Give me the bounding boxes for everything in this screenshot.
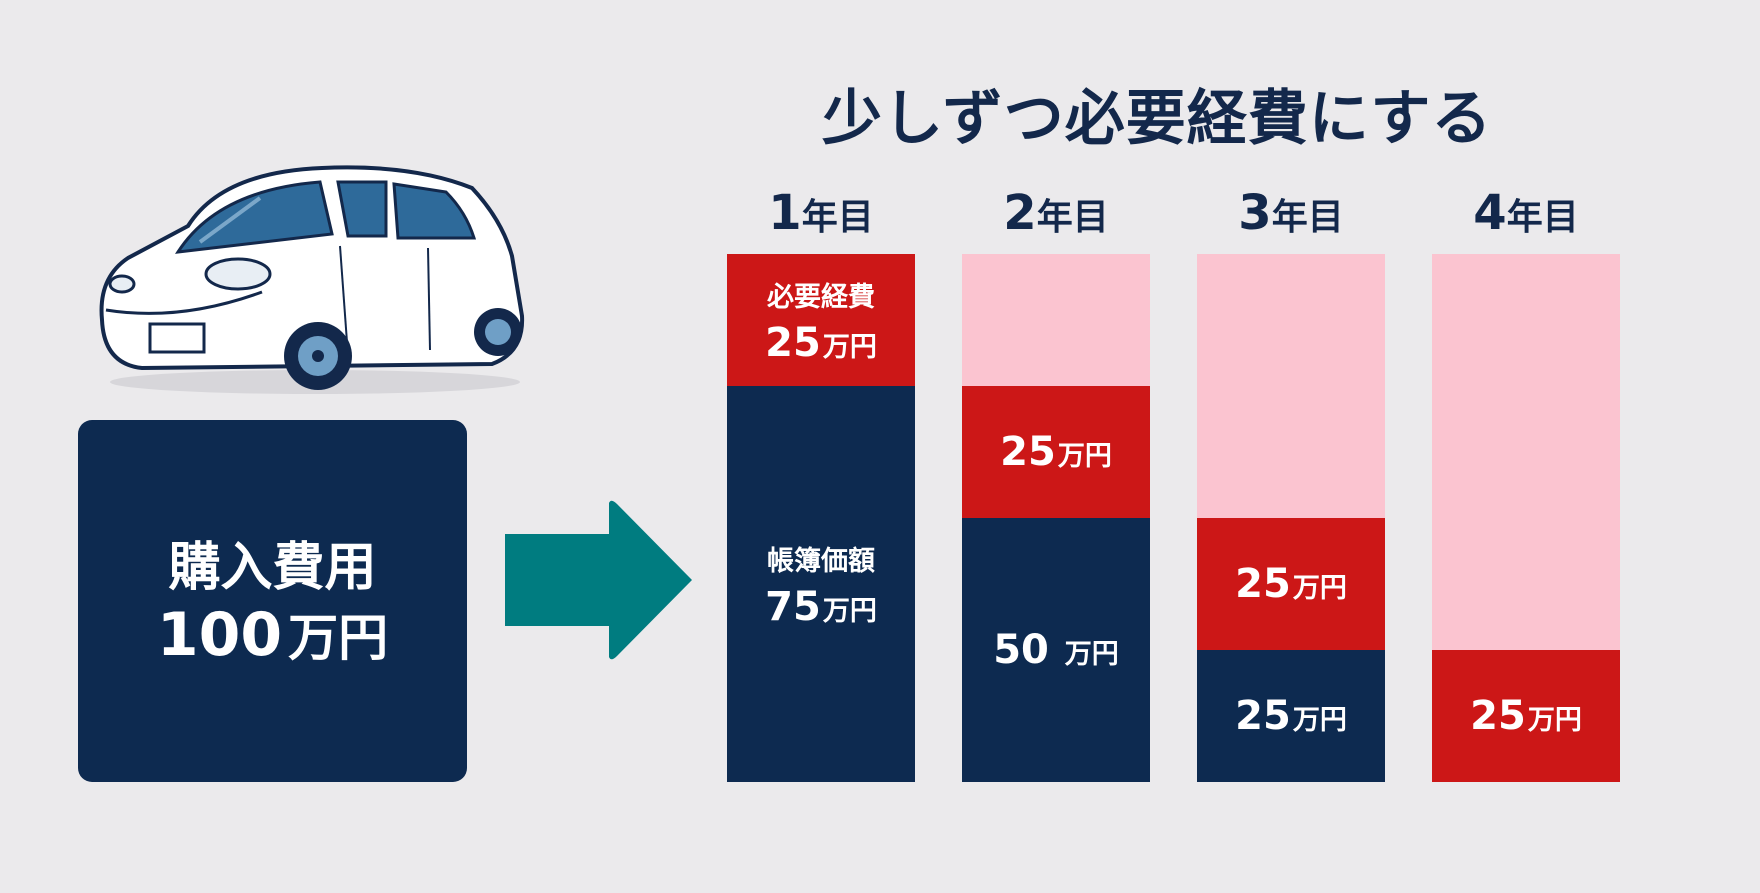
segment-value-label: 75万円 — [765, 584, 877, 630]
year-suffix: 年目 — [1036, 197, 1109, 238]
segment-unit: 万円 — [822, 331, 877, 363]
expense-segment: 25万円 — [1432, 650, 1620, 782]
segment-amount: 25 — [1235, 561, 1291, 607]
year-number: 1 — [768, 185, 802, 241]
segment-amount: 50 — [993, 627, 1063, 673]
expensed-remainder-segment — [962, 254, 1150, 386]
segment-caption: 必要経費 — [767, 281, 875, 313]
segment-unit: 万円 — [1527, 705, 1582, 736]
segment-amount: 25 — [1235, 693, 1291, 739]
purchase-cost-unit: 万円 — [288, 609, 389, 667]
year-label-2: 2年目 — [962, 185, 1150, 241]
year-label-4: 4年目 — [1432, 185, 1620, 241]
car-icon — [99, 165, 525, 394]
book-value-segment: 50 万円 — [962, 504, 1150, 782]
year-suffix: 年目 — [801, 197, 874, 238]
bar-year-1: 帳簿価額 75万円 必要経費 25万円 — [727, 254, 915, 782]
year-number: 3 — [1238, 185, 1272, 241]
segment-value-label: 25万円 — [1000, 429, 1112, 475]
segment-value-label: 25万円 — [765, 320, 877, 366]
segment-caption: 帳簿価額 — [767, 545, 875, 577]
segment-unit: 万円 — [822, 595, 877, 627]
segment-unit: 万円 — [1292, 705, 1347, 736]
bar-year-3: 25万円 25万円 — [1197, 254, 1385, 782]
expense-segment: 25万円 — [962, 386, 1150, 518]
expensed-remainder-segment — [1432, 254, 1620, 650]
book-value-segment: 25万円 — [1197, 650, 1385, 782]
year-number: 2 — [1003, 185, 1037, 241]
bar-year-4: 25万円 — [1432, 254, 1620, 782]
segment-value-label: 25万円 — [1235, 561, 1347, 607]
year-number: 4 — [1473, 185, 1507, 241]
purchase-cost-value: 100 万円 — [78, 598, 467, 670]
expensed-remainder-segment — [1197, 254, 1385, 518]
segment-amount: 25 — [1000, 429, 1056, 475]
segment-amount: 75 — [765, 583, 821, 630]
segment-unit: 万円 — [1292, 573, 1347, 604]
segment-amount: 25 — [1470, 693, 1526, 739]
segment-unit: 万円 — [1057, 441, 1112, 472]
purchase-cost-box: 購入費用 100 万円 — [78, 420, 467, 782]
year-label-1: 1年目 — [727, 185, 915, 241]
segment-unit: 万円 — [1064, 639, 1119, 670]
bar-year-2: 50 万円 25万円 — [962, 254, 1150, 782]
segment-amount: 25 — [765, 319, 821, 366]
chart-title: 少しずつ必要経費にする — [822, 84, 1493, 154]
arrow-right-icon — [505, 500, 692, 660]
purchase-cost-amount: 100 — [156, 600, 283, 670]
segment-value-label: 50 万円 — [993, 627, 1119, 673]
expense-segment: 25万円 — [1197, 518, 1385, 650]
year-suffix: 年目 — [1506, 197, 1579, 238]
expense-segment: 必要経費 25万円 — [727, 254, 915, 386]
purchase-cost-label: 購入費用 — [168, 538, 377, 598]
year-suffix: 年目 — [1271, 197, 1344, 238]
segment-value-label: 25万円 — [1235, 693, 1347, 739]
segment-value-label: 25万円 — [1470, 693, 1582, 739]
book-value-segment: 帳簿価額 75万円 — [727, 386, 915, 782]
year-label-3: 3年目 — [1197, 185, 1385, 241]
